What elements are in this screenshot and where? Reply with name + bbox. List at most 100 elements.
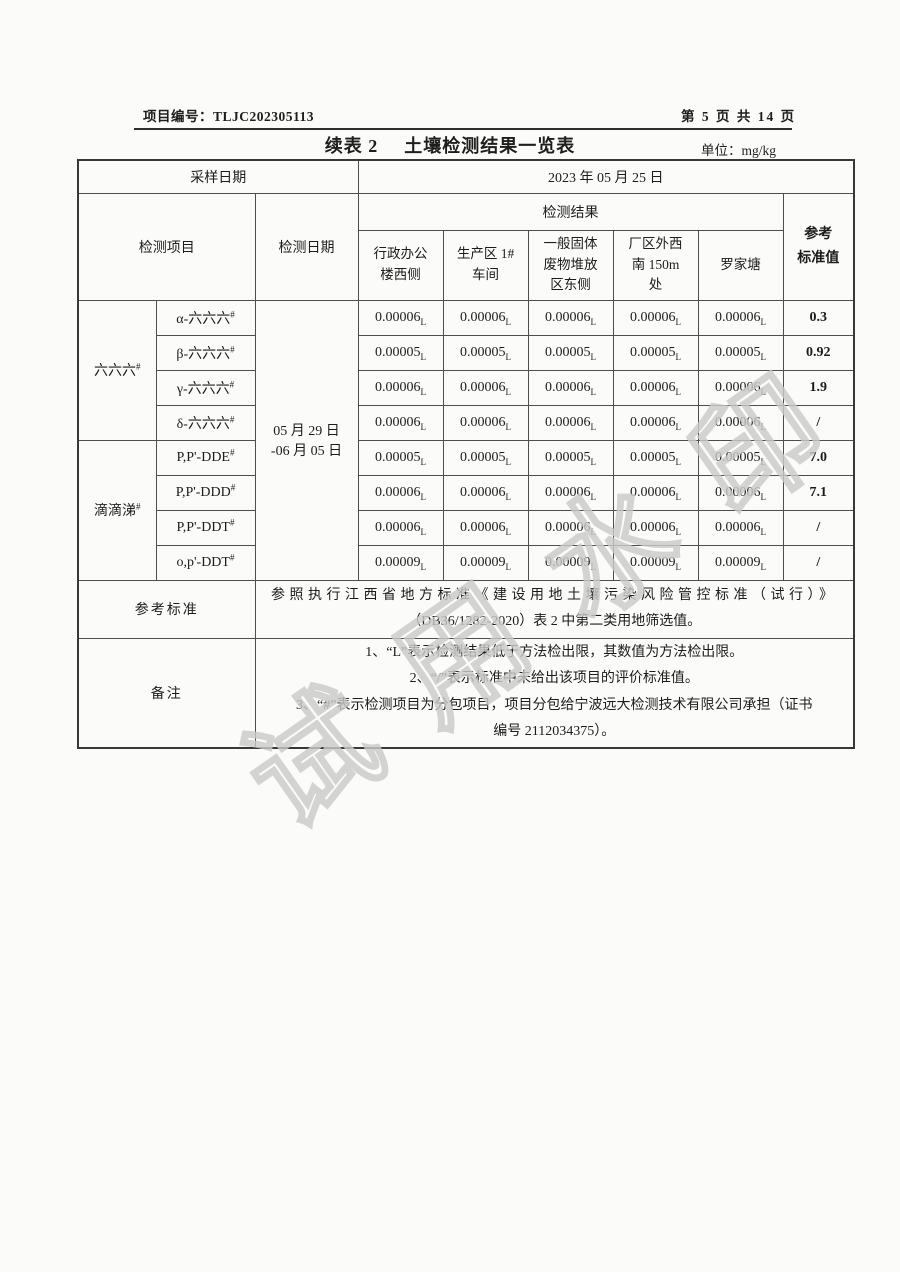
- unit-label: 单位：mg/kg: [701, 143, 777, 158]
- col-header-ref: 参考 标准值: [782, 192, 855, 301]
- result-cell: 0.00006L: [442, 404, 529, 441]
- reference-standard-line2: （DB36/1282-2020）表 2 中第二类用地筛选值。: [407, 614, 702, 629]
- project-number: 项目编号：TLJC202305113: [143, 109, 315, 124]
- result-cell: 0.00006L: [527, 509, 614, 546]
- item-label: P,P'-DDE#: [155, 439, 256, 476]
- result-cell: 0.00006L: [527, 299, 614, 336]
- sampling-date-label-cell: 采样日期: [77, 159, 359, 194]
- header-row-top: 检测项目 检测日期 检测结果 参考 标准值: [77, 192, 855, 301]
- remarks-row: 备注 1、“L”表示检测结果低于方法检出限，其数值为方法检出限。 2、“/”表示…: [77, 637, 855, 749]
- ref-value-cell: 0.3: [782, 299, 855, 336]
- result-cell: 0.00006L: [357, 369, 444, 406]
- table-title: 续表 2 土壤检测结果一览表: [0, 132, 900, 158]
- site-header-luojiatang: 罗家塘: [697, 229, 784, 301]
- remark-line-3: 3、“#”表示检测项目为分包项目，项目分包给宁波远大检测技术有限公司承担（证书: [296, 697, 813, 713]
- ref-value-cell: 0.92: [782, 334, 855, 371]
- result-cell: 0.00005L: [442, 439, 529, 476]
- site-header-admin-office: 行政办公 楼西侧: [357, 229, 444, 301]
- result-cell: 0.00006L: [612, 509, 699, 546]
- reference-standard-row: 参考标准 参照执行江西省地方标准《建设用地土壤污染风险管控标准（试行）》 （DB…: [77, 579, 855, 639]
- remark-line-4: 编号 2112034375）。: [493, 724, 616, 740]
- result-cell: 0.00006L: [612, 299, 699, 336]
- result-cell: 0.00006L: [612, 474, 699, 511]
- result-cell: 0.00009L: [442, 544, 529, 581]
- result-cell: 0.00006L: [612, 404, 699, 441]
- result-cell: 0.00009L: [612, 544, 699, 581]
- soil-results-table: 采样日期 2023 年 05 月 25 日 检测项目 检测日期 检测结果 参考 …: [77, 159, 856, 749]
- result-cell: 0.00005L: [612, 439, 699, 476]
- result-cell: 0.00005L: [357, 334, 444, 371]
- result-cell: 0.00006L: [697, 369, 784, 406]
- result-cell: 0.00006L: [357, 474, 444, 511]
- col-header-date: 检测日期: [254, 192, 359, 301]
- reference-standard-label: 参考标准: [77, 579, 256, 639]
- result-cell: 0.00006L: [697, 474, 784, 511]
- table-title-prefix: 续表 2: [324, 136, 379, 156]
- table-row: 滴滴涕# P,P'-DDE# 0.00005L 0.00005L 0.00005…: [77, 439, 855, 581]
- table-row: P,P'-DDD# 0.00006L 0.00006L 0.00006L 0.0…: [78, 474, 855, 511]
- result-cell: 0.00005L: [527, 334, 614, 371]
- item-label: γ-六六六#: [155, 369, 256, 406]
- reference-standard-line1: 参照执行江西省地方标准《建设用地土壤污染风险管控标准（试行）》: [271, 588, 838, 603]
- page-number-info: 第 5 页 共 14 页: [681, 109, 797, 124]
- result-cell: 0.00005L: [612, 334, 699, 371]
- detection-date-cell: 05 月 29 日 -06 月 05 日: [254, 299, 359, 581]
- result-cell: 0.00006L: [527, 369, 614, 406]
- item-label: α-六六六#: [155, 299, 256, 336]
- header-rule: [134, 128, 792, 130]
- item-label: δ-六六六#: [155, 404, 256, 441]
- result-cell: 0.00006L: [442, 474, 529, 511]
- remark-line-1: 1、“L”表示检测结果低于方法检出限，其数值为方法检出限。: [365, 644, 744, 660]
- result-cell: 0.00006L: [442, 369, 529, 406]
- table-row: o,p'-DDT# 0.00009L 0.00009L 0.00009L 0.0…: [78, 544, 855, 581]
- remarks-content: 1、“L”表示检测结果低于方法检出限，其数值为方法检出限。 2、“/”表示标准中…: [254, 637, 855, 749]
- result-cell: 0.00006L: [527, 404, 614, 441]
- result-cell: 0.00006L: [357, 509, 444, 546]
- header-row-sites: 行政办公 楼西侧 生产区 1# 车间 一般固体 废物堆放 区东侧 厂区外西 南 …: [78, 229, 854, 301]
- group-label-ddt: 滴滴涕#: [77, 439, 157, 581]
- result-cell: 0.00006L: [697, 299, 784, 336]
- reference-standard-content: 参照执行江西省地方标准《建设用地土壤污染风险管控标准（试行）》 （DB36/12…: [254, 579, 855, 639]
- ref-value-cell: /: [782, 404, 855, 441]
- ref-value-cell: /: [782, 544, 855, 581]
- table-row: β-六六六# 0.00005L 0.00005L 0.00005L 0.0000…: [78, 334, 855, 371]
- result-cell: 0.00005L: [442, 334, 529, 371]
- item-label: P,P'-DDT#: [155, 509, 256, 546]
- col-header-result: 检测结果: [357, 192, 784, 231]
- result-cell: 0.00006L: [357, 299, 444, 336]
- group-label-hch: 六六六#: [77, 299, 157, 441]
- result-cell: 0.00006L: [697, 404, 784, 441]
- site-header-southwest-150m: 厂区外西 南 150m 处: [612, 229, 699, 301]
- item-label: o,p'-DDT#: [155, 544, 256, 581]
- remarks-label: 备注: [77, 637, 256, 749]
- remark-line-2: 2、“/”表示标准中未给出该项目的评价标准值。: [409, 671, 699, 687]
- result-cell: 0.00005L: [527, 439, 614, 476]
- ref-value-cell: 7.1: [782, 474, 855, 511]
- table-row: δ-六六六# 0.00006L 0.00006L 0.00006L 0.0000…: [78, 404, 855, 441]
- result-cell: 0.00006L: [527, 474, 614, 511]
- item-label: P,P'-DDD#: [155, 474, 256, 511]
- result-cell: 0.00006L: [442, 299, 529, 336]
- result-cell: 0.00005L: [697, 334, 784, 371]
- col-header-item: 检测项目: [77, 192, 256, 301]
- item-label: β-六六六#: [155, 334, 256, 371]
- result-cell: 0.00009L: [527, 544, 614, 581]
- site-header-workshop1: 生产区 1# 车间: [442, 229, 529, 301]
- site-header-waste-area: 一般固体 废物堆放 区东侧: [527, 229, 614, 301]
- result-cell: 0.00006L: [357, 404, 444, 441]
- result-cell: 0.00005L: [697, 439, 784, 476]
- result-cell: 0.00009L: [697, 544, 784, 581]
- sampling-date-value-cell: 2023 年 05 月 25 日: [357, 159, 855, 194]
- table-row: γ-六六六# 0.00006L 0.00006L 0.00006L 0.0000…: [78, 369, 855, 406]
- result-cell: 0.00006L: [612, 369, 699, 406]
- ref-value-cell: 1.9: [782, 369, 855, 406]
- result-cell: 0.00009L: [357, 544, 444, 581]
- table-row: P,P'-DDT# 0.00006L 0.00006L 0.00006L 0.0…: [78, 509, 855, 546]
- table-row: 六六六# α-六六六# 05 月 29 日 -06 月 05 日 0.00006…: [77, 299, 855, 581]
- ref-value-cell: /: [782, 509, 855, 546]
- result-cell: 0.00005L: [357, 439, 444, 476]
- result-cell: 0.00006L: [697, 509, 784, 546]
- table-title-main: 土壤检测结果一览表: [404, 136, 576, 156]
- result-cell: 0.00006L: [442, 509, 529, 546]
